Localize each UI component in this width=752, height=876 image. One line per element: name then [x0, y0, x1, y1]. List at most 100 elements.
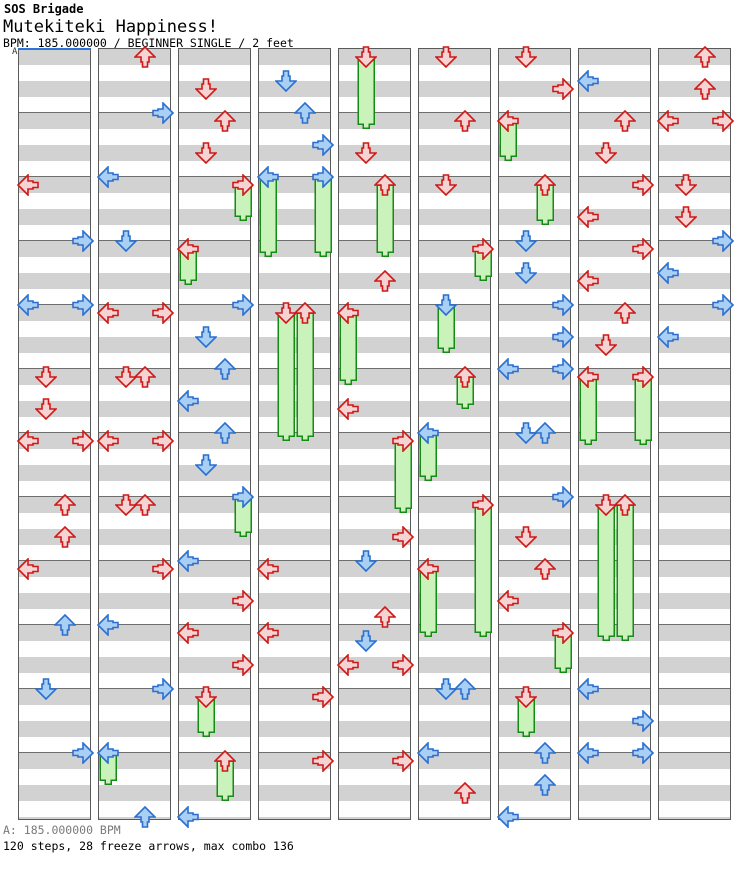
measure-line: [99, 176, 170, 177]
measure-line: [419, 560, 490, 561]
measure-line: [659, 304, 730, 305]
right-arrow: [152, 558, 174, 580]
freeze-tail: [259, 177, 277, 257]
left-arrow: [97, 614, 119, 636]
left-arrow: [417, 422, 439, 444]
freeze-tail: [376, 185, 394, 257]
measure-line: [579, 112, 650, 113]
measure-column: [577, 48, 654, 820]
measure-line: [659, 112, 730, 113]
up-arrow: [694, 78, 716, 100]
freeze-tail: [419, 569, 437, 637]
measure-line: [419, 240, 490, 241]
down-arrow: [115, 366, 137, 388]
left-arrow: [497, 110, 519, 132]
left-arrow: [577, 270, 599, 292]
step-chart: [0, 46, 752, 828]
down-arrow: [675, 206, 697, 228]
measure-line: [659, 496, 730, 497]
freeze-tail: [597, 505, 615, 641]
measure-line: [19, 240, 90, 241]
left-arrow: [577, 366, 599, 388]
freeze-tail: [634, 377, 652, 445]
left-arrow: [177, 806, 199, 828]
measure-line: [259, 496, 330, 497]
left-arrow: [577, 742, 599, 764]
measure-line: [19, 752, 90, 753]
up-arrow: [454, 782, 476, 804]
freeze-tail: [616, 505, 634, 641]
measure-line: [419, 496, 490, 497]
freeze-tail: [536, 185, 554, 225]
up-arrow: [214, 110, 236, 132]
up-arrow: [534, 422, 556, 444]
measure-line: [499, 624, 570, 625]
left-arrow: [257, 166, 279, 188]
measure-line: [419, 432, 490, 433]
measure-line: [99, 368, 170, 369]
measure-line: [419, 752, 490, 753]
group-title: SOS Brigade: [4, 2, 84, 16]
right-arrow: [552, 294, 574, 316]
measure-line: [179, 688, 250, 689]
down-arrow: [595, 334, 617, 356]
right-arrow: [72, 430, 94, 452]
up-arrow: [134, 366, 156, 388]
down-arrow: [515, 230, 537, 252]
down-arrow: [35, 366, 57, 388]
measure-line: [659, 624, 730, 625]
down-arrow: [355, 142, 377, 164]
measure-line: [19, 176, 90, 177]
up-arrow: [134, 46, 156, 68]
song-title: Mutekiteki Happiness!: [3, 17, 218, 37]
measure-line: [179, 752, 250, 753]
measure-line: [579, 432, 650, 433]
right-arrow: [312, 166, 334, 188]
measure-column: [177, 48, 254, 828]
right-arrow: [712, 294, 734, 316]
left-arrow: [657, 326, 679, 348]
measure-line: [579, 368, 650, 369]
measure-line: [99, 304, 170, 305]
right-arrow: [152, 302, 174, 324]
measure-line: [179, 624, 250, 625]
measure-column: [417, 46, 494, 820]
footer-stats-line: 120 steps, 28 freeze arrows, max combo 1…: [3, 839, 294, 853]
measure-line: [179, 304, 250, 305]
measure-line: [339, 176, 410, 177]
up-arrow: [534, 558, 556, 580]
right-arrow: [552, 486, 574, 508]
down-arrow: [195, 326, 217, 348]
freeze-tail: [437, 305, 455, 353]
measure-line: [179, 560, 250, 561]
right-arrow: [712, 110, 734, 132]
right-arrow: [232, 294, 254, 316]
freeze-tail: [474, 505, 492, 637]
measure-line: [99, 112, 170, 113]
measure-line: [339, 752, 410, 753]
freeze-tail: [357, 57, 375, 129]
down-arrow: [195, 686, 217, 708]
up-arrow: [214, 358, 236, 380]
left-arrow: [97, 742, 119, 764]
right-arrow: [392, 430, 414, 452]
left-arrow: [497, 806, 519, 828]
right-arrow: [632, 238, 654, 260]
up-arrow: [694, 46, 716, 68]
right-arrow: [552, 78, 574, 100]
measure-line: [259, 304, 330, 305]
down-arrow: [195, 78, 217, 100]
measure-line: [339, 432, 410, 433]
right-arrow: [152, 430, 174, 452]
measure-line: [419, 368, 490, 369]
measure-line: [659, 752, 730, 753]
measure-line: [499, 176, 570, 177]
left-arrow: [97, 166, 119, 188]
freeze-tail: [554, 633, 572, 673]
left-arrow: [17, 294, 39, 316]
measure-line: [659, 688, 730, 689]
right-arrow: [232, 174, 254, 196]
measure-line: [419, 112, 490, 113]
up-arrow: [54, 526, 76, 548]
measure-line: [659, 368, 730, 369]
